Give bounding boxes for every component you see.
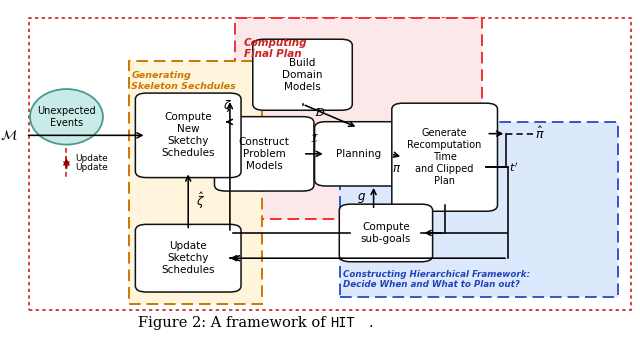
Ellipse shape: [30, 89, 103, 145]
Text: Construct
Problem
Models: Construct Problem Models: [239, 137, 290, 171]
Bar: [129, 61, 262, 304]
Text: $\hat{\zeta}$: $\hat{\zeta}$: [196, 191, 205, 212]
Text: Constructing Hierarchical Framework:
Decide When and What to Plan out?: Constructing Hierarchical Framework: Dec…: [342, 270, 530, 289]
Text: Planning: Planning: [335, 149, 381, 159]
Text: Update: Update: [76, 163, 109, 172]
Text: .: .: [369, 316, 373, 330]
Bar: [340, 122, 618, 297]
Text: $g$: $g$: [357, 191, 366, 204]
Bar: [29, 18, 630, 310]
Text: Figure 2: A framework of: Figure 2: A framework of: [138, 316, 330, 330]
Text: Generate
Recomputation
Time
and Clipped
Plan: Generate Recomputation Time and Clipped …: [408, 128, 482, 186]
Text: Computing
Final Plan: Computing Final Plan: [244, 38, 307, 59]
Text: $\zeta$: $\zeta$: [223, 98, 232, 115]
Text: HIT: HIT: [330, 316, 355, 330]
FancyBboxPatch shape: [214, 117, 314, 191]
Text: Generating
Skeleton Sechdules: Generating Skeleton Sechdules: [131, 71, 236, 91]
FancyBboxPatch shape: [253, 39, 352, 110]
FancyBboxPatch shape: [339, 204, 433, 262]
Text: $t'$: $t'$: [509, 161, 518, 174]
Text: Update: Update: [76, 153, 109, 163]
Text: $\mathcal{I}$: $\mathcal{I}$: [310, 132, 319, 145]
FancyBboxPatch shape: [315, 122, 402, 186]
Text: $\mathcal{M}$: $\mathcal{M}$: [0, 128, 18, 142]
Text: Compute
sub-goals: Compute sub-goals: [361, 222, 411, 244]
Text: $\mathcal{D}$: $\mathcal{D}$: [314, 106, 325, 119]
FancyBboxPatch shape: [136, 93, 241, 177]
Text: Compute
New
Sketchy
Schedules: Compute New Sketchy Schedules: [161, 112, 215, 158]
FancyBboxPatch shape: [136, 224, 241, 292]
Bar: [234, 18, 482, 219]
Text: Unexpected
Events: Unexpected Events: [37, 106, 96, 128]
Text: $\pi$: $\pi$: [392, 162, 402, 175]
Text: Build
Domain
Models: Build Domain Models: [282, 58, 323, 92]
FancyBboxPatch shape: [392, 103, 497, 211]
Text: $\hat{\pi}$: $\hat{\pi}$: [534, 126, 544, 142]
Text: Update
Sketchy
Schedules: Update Sketchy Schedules: [161, 241, 215, 275]
